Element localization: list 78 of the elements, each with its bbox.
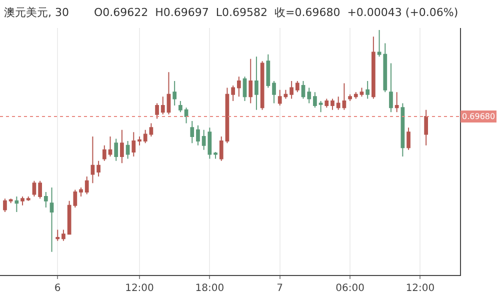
candlestick xyxy=(348,94,352,102)
candlestick xyxy=(50,187,54,252)
candlestick xyxy=(330,98,334,110)
candlestick xyxy=(342,82,346,110)
candlestick xyxy=(79,187,83,197)
candlestick xyxy=(160,96,165,115)
candlestick xyxy=(278,89,282,106)
candlestick xyxy=(108,136,112,157)
candlestick xyxy=(44,192,48,208)
candlestick xyxy=(166,72,171,115)
candlestick xyxy=(372,36,376,100)
candlestick xyxy=(260,60,264,110)
candlestick xyxy=(383,42,388,93)
candlestick xyxy=(336,96,340,110)
candlestick xyxy=(96,160,100,177)
candlestick xyxy=(90,136,95,184)
candlestick xyxy=(400,102,405,157)
candlestick xyxy=(266,54,270,88)
candlestick xyxy=(8,198,13,204)
candlestick xyxy=(190,120,194,144)
candlestick xyxy=(324,98,329,108)
x-tick-label: 7 xyxy=(276,283,284,294)
candlestick xyxy=(225,87,230,144)
candlestick xyxy=(132,132,136,157)
candlestick xyxy=(138,136,142,146)
x-tick-label: 12:00 xyxy=(406,283,435,294)
candlestick xyxy=(20,196,24,206)
candlestick xyxy=(424,109,428,146)
candlestick xyxy=(307,87,312,104)
candlestick xyxy=(248,58,253,104)
candlestick xyxy=(14,196,19,212)
x-tick-label: 18:00 xyxy=(195,283,224,294)
candlestick xyxy=(254,56,258,110)
candlestick xyxy=(149,122,154,138)
candlestick xyxy=(56,229,60,242)
candlestick xyxy=(366,80,370,100)
candlestick xyxy=(102,144,106,162)
candlestick xyxy=(67,200,72,235)
candlestick xyxy=(32,180,36,197)
candlestick xyxy=(120,129,124,164)
candlestick xyxy=(295,80,300,93)
candlestick xyxy=(155,102,159,120)
candlestick xyxy=(219,136,224,162)
candlestick xyxy=(114,138,118,162)
candlestick xyxy=(272,80,276,104)
candlestick xyxy=(360,87,364,98)
candlestick xyxy=(38,180,42,200)
candlestick xyxy=(301,80,306,100)
x-tick-label: 12:00 xyxy=(125,283,154,294)
candlestick xyxy=(26,196,30,202)
candlestick xyxy=(313,92,317,108)
candlestick xyxy=(290,80,294,100)
candlestick xyxy=(178,100,182,113)
candlestick xyxy=(377,30,382,58)
text: 0.69680 xyxy=(462,112,496,121)
candlestick xyxy=(184,107,188,124)
candlestick xyxy=(84,176,89,195)
candlestick xyxy=(389,62,393,113)
candlestick xyxy=(394,92,399,113)
chart-subtitle: O0.69622 H0.69697 L0.69582 收=0.69680 +0.00043 (+0.06%) xyxy=(94,6,458,19)
candlestick xyxy=(172,80,177,106)
x-tick-label: 6 xyxy=(54,283,61,294)
candlestick xyxy=(126,140,130,160)
chart-title: 澳元美元, 30 xyxy=(4,6,69,19)
candlestick xyxy=(354,92,358,100)
candlestick xyxy=(196,124,200,146)
candlestick xyxy=(318,100,323,113)
candlestick xyxy=(73,189,78,208)
candlestick xyxy=(242,76,247,102)
candlestick xyxy=(284,89,288,100)
candlestick xyxy=(62,229,66,242)
candlestick xyxy=(406,127,410,150)
candlestick xyxy=(214,152,218,160)
candlestick xyxy=(143,129,148,144)
candlestick xyxy=(231,84,235,102)
candlestick xyxy=(236,76,241,98)
x-tick-label: 06:00 xyxy=(336,283,364,294)
candlestick xyxy=(3,198,7,212)
